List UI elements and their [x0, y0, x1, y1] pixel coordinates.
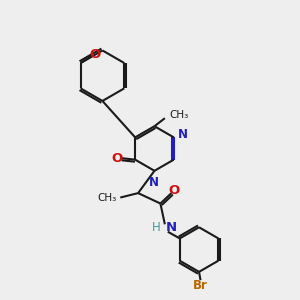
Text: N: N: [166, 221, 177, 234]
Text: Br: Br: [193, 279, 208, 292]
Text: CH₃: CH₃: [98, 194, 117, 203]
Text: O: O: [89, 48, 100, 61]
Text: N: N: [178, 128, 188, 142]
Text: O: O: [112, 152, 123, 165]
Text: O: O: [169, 184, 180, 196]
Text: CH₃: CH₃: [169, 110, 189, 120]
Text: H: H: [152, 221, 161, 234]
Text: N: N: [149, 176, 159, 189]
